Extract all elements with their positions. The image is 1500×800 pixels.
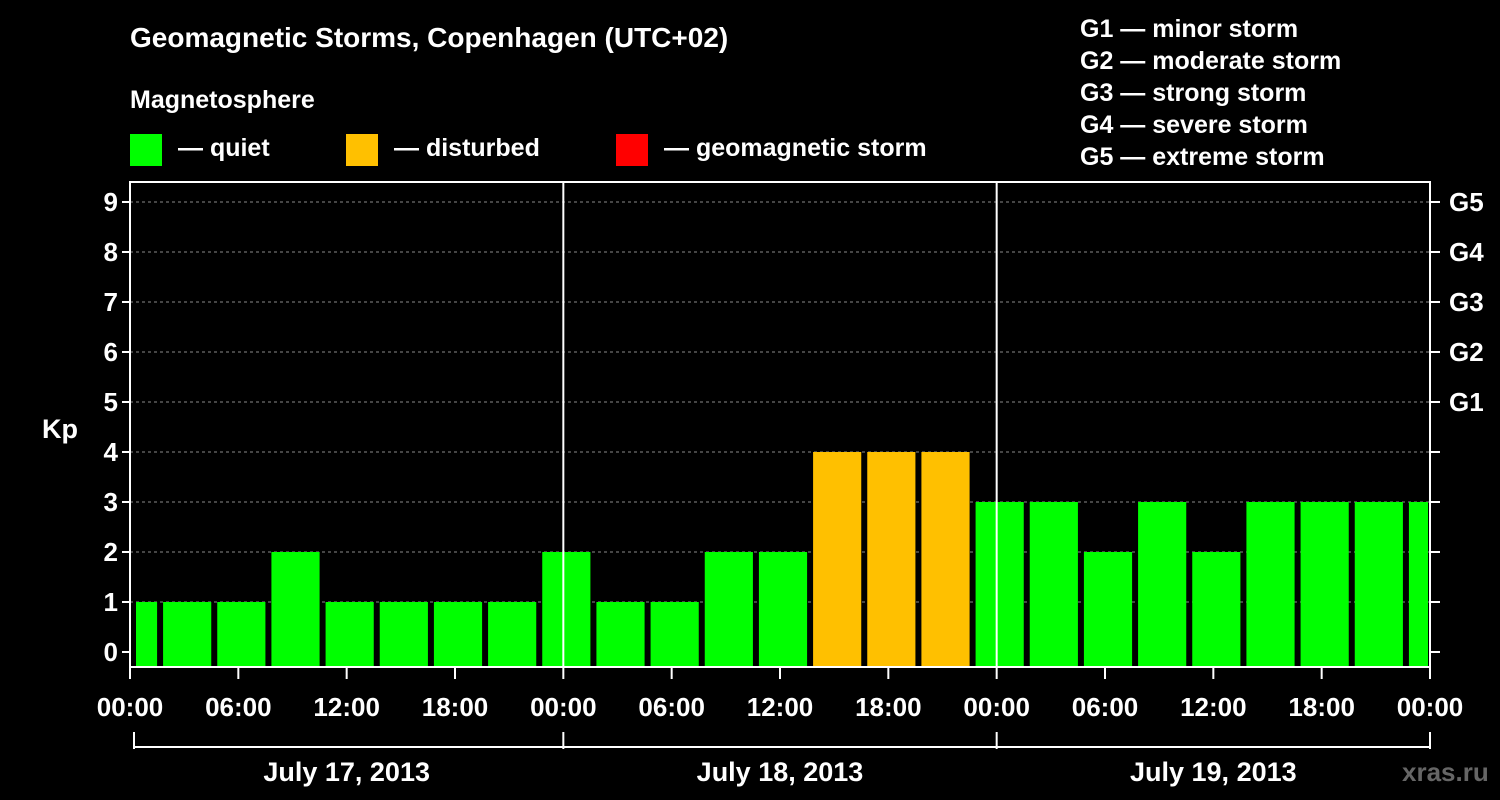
y-tick-label: 6 [104,337,118,367]
y-tick-label: 4 [104,437,119,467]
y-tick-label: 3 [104,487,118,517]
storm-scale-item: G4 — severe storm [1080,111,1308,139]
kp-bar [163,602,212,667]
x-tick-label: 12:00 [1180,692,1247,722]
y-tick-label: 7 [104,287,118,317]
storm-level-label: G4 [1449,237,1484,267]
storm-level-label: G3 [1449,287,1484,317]
x-tick-label: 00:00 [97,692,164,722]
storm-level-label: G1 [1449,387,1484,417]
x-tick-label: 18:00 [855,692,922,722]
kp-bar [325,602,374,667]
kp-bar [1354,502,1403,667]
x-tick-label: 06:00 [638,692,705,722]
y-tick-label: 8 [104,237,118,267]
kp-bar [271,552,320,667]
chart-subtitle: Magnetosphere [130,86,315,114]
x-tick-label: 06:00 [1072,692,1139,722]
legend-swatch-disturbed [346,134,378,166]
kp-bar [1192,552,1241,667]
storm-scale-item: G5 — extreme storm [1080,143,1325,171]
x-tick-label: 18:00 [1288,692,1355,722]
kp-bar [1408,502,1428,667]
legend-label-quiet: — quiet [178,134,270,162]
kp-bar [921,452,970,667]
x-tick-label: 06:00 [205,692,272,722]
y-tick-label: 9 [104,187,118,217]
kp-bar [1083,552,1133,667]
y-tick-label: 5 [104,387,118,417]
y-axis-label: Kp [42,414,78,444]
legend-swatch-quiet [130,134,162,166]
date-label: July 17, 2013 [263,757,430,787]
kp-bar [650,602,699,667]
date-label: July 19, 2013 [1130,757,1297,787]
kp-bar [379,602,428,667]
y-tick-label: 0 [104,637,118,667]
kp-bar [1029,502,1078,667]
x-tick-label: 12:00 [747,692,814,722]
storm-scale-item: G3 — strong storm [1080,79,1307,107]
kp-bar [1246,502,1295,667]
kp-bar [867,452,916,667]
kp-bar [217,602,266,667]
chart-title: Geomagnetic Storms, Copenhagen (UTC+02) [130,22,729,53]
kp-bar [1300,502,1349,667]
storm-scale-item: G1 — minor storm [1080,15,1299,43]
kp-bar [596,602,645,667]
x-tick-label: 00:00 [530,692,597,722]
y-tick-label: 2 [104,537,118,567]
kp-bar [758,552,808,667]
kp-bar [488,602,537,667]
watermark: xras.ru [1402,757,1489,787]
kp-bar [433,602,483,667]
kp-bar [136,602,158,667]
y-tick-label: 1 [104,587,118,617]
legend-label-storm: — geomagnetic storm [664,134,927,162]
x-tick-label: 12:00 [313,692,380,722]
kp-bar [542,552,591,667]
kp-bar [1138,502,1187,667]
storm-level-label: G5 [1449,187,1484,217]
storm-level-label: G2 [1449,337,1484,367]
kp-bar [704,552,753,667]
kp-bar [813,452,862,667]
legend-swatch-storm [616,134,648,166]
date-label: July 18, 2013 [697,757,864,787]
legend-label-disturbed: — disturbed [394,134,540,162]
x-tick-label: 00:00 [1397,692,1464,722]
kp-bar [975,502,1024,667]
storm-scale-item: G2 — moderate storm [1080,47,1342,75]
x-tick-label: 18:00 [422,692,489,722]
x-tick-label: 00:00 [963,692,1030,722]
